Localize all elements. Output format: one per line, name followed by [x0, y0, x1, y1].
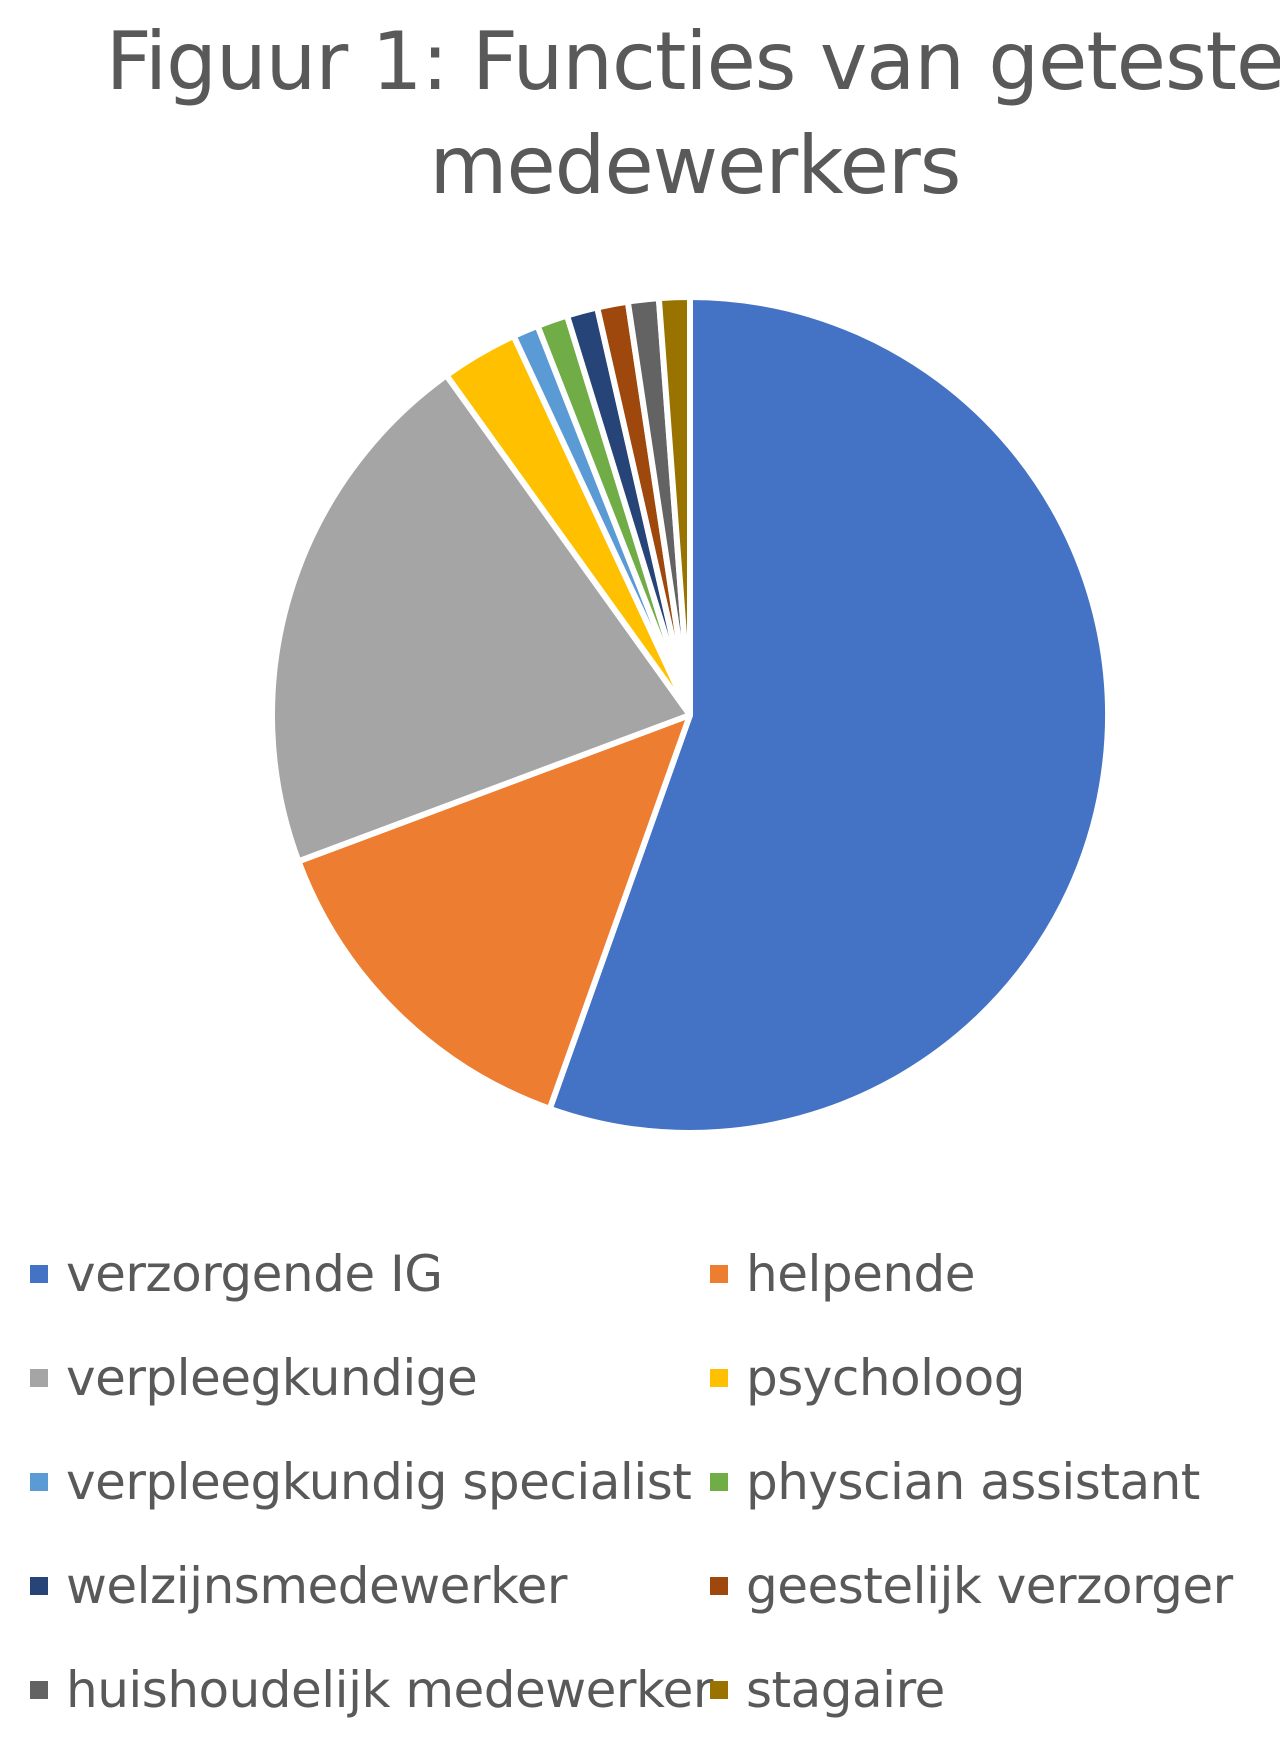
legend-label: verpleegkundige	[66, 1349, 478, 1407]
legend-label: stagaire	[746, 1661, 945, 1719]
legend-label: welzijnsmedewerker	[66, 1557, 568, 1615]
pie-chart-area	[269, 293, 1111, 1136]
pie-slice-helpende	[295, 712, 693, 1112]
legend-item: verpleegkundige	[30, 1326, 710, 1430]
legend-label: psycholoog	[746, 1349, 1025, 1407]
legend-swatch	[30, 1473, 48, 1491]
pie-slice-stagaire	[655, 293, 693, 718]
legend-swatch	[710, 1577, 728, 1595]
legend-item: geestelijk verzorger	[710, 1534, 1270, 1638]
legend-label: huishoudelijk medewerker	[66, 1661, 713, 1719]
legend-swatch	[30, 1369, 48, 1387]
legend-item: stagaire	[710, 1638, 1270, 1742]
legend-item: psycholoog	[710, 1326, 1270, 1430]
pie-slice-verpleegkundige	[269, 372, 693, 865]
legend-item: verzorgende IG	[30, 1222, 710, 1326]
legend-swatch	[710, 1265, 728, 1283]
legend-swatch	[710, 1369, 728, 1387]
legend-swatch	[710, 1681, 728, 1699]
legend-item: huishoudelijk medewerker	[30, 1638, 713, 1742]
pie-chart	[269, 293, 1111, 1136]
legend-item: helpende	[710, 1222, 1270, 1326]
legend-label: physcian assistant	[746, 1453, 1200, 1511]
legend-label: geestelijk verzorger	[746, 1557, 1233, 1615]
chart-legend: verzorgende IG helpende verpleegkundige psy…	[30, 1222, 1270, 1742]
legend-item: welzijnsmedewerker	[30, 1534, 710, 1638]
legend-swatch	[30, 1265, 48, 1283]
chart-title: Figuur 1: Functies van geteste medewerke…	[105, 15, 1280, 212]
legend-label: verpleegkundig specialist	[66, 1453, 692, 1511]
legend-label: verzorgende IG	[66, 1245, 443, 1303]
pie-slice-verzorgende-ig	[546, 294, 1111, 1136]
legend-item: physcian assistant	[710, 1430, 1270, 1534]
legend-item: verpleegkundig specialist	[30, 1430, 710, 1534]
legend-label: helpende	[746, 1245, 976, 1303]
legend-swatch	[30, 1681, 48, 1699]
legend-swatch	[30, 1577, 48, 1595]
legend-swatch	[710, 1473, 728, 1491]
